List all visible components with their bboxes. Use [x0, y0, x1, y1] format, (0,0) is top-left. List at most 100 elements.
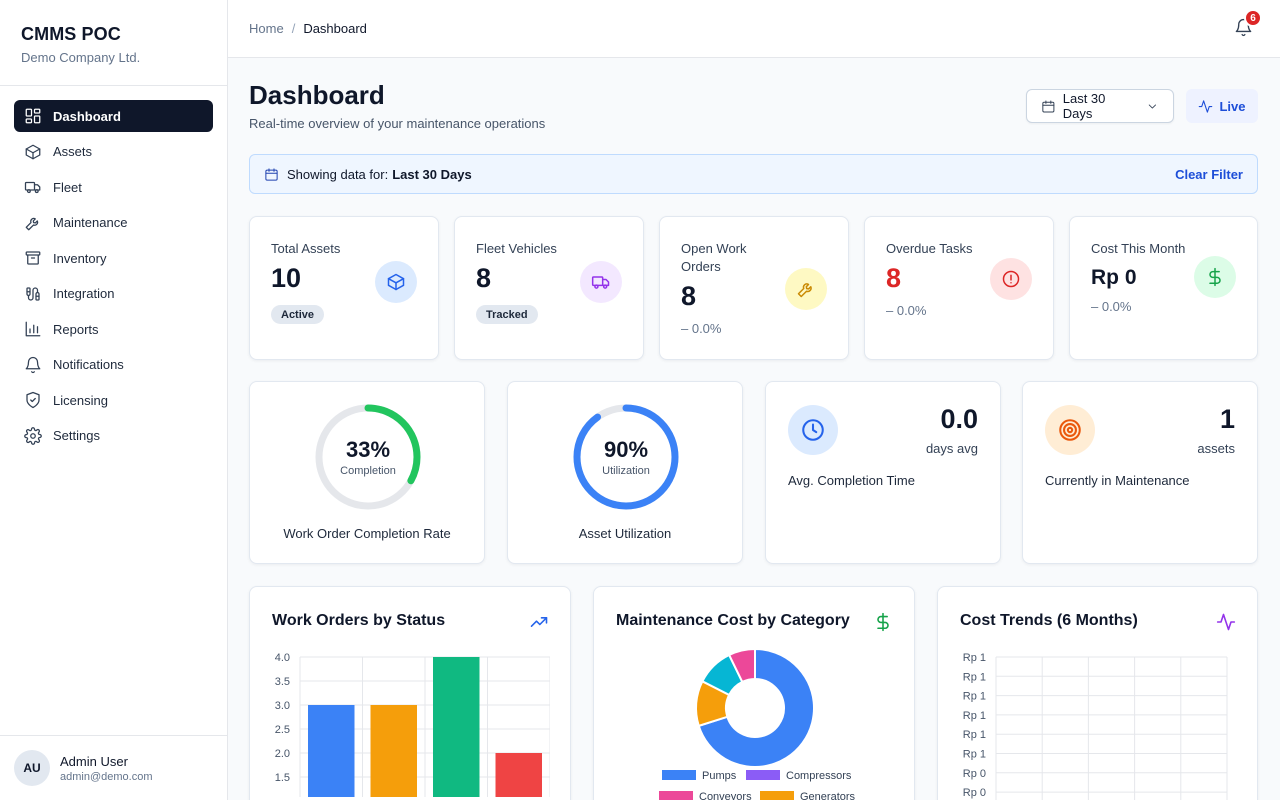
metric-caption: Currently in Maintenance — [1045, 473, 1190, 488]
stat-value: Rp 0 — [1091, 266, 1137, 289]
line-chart: Rp 1 Rp 1 Rp 1 Rp 1 Rp 1 Rp 1 Rp 0 Rp 0 — [963, 652, 1228, 800]
chart-title: Work Orders by Status — [272, 612, 446, 629]
legend-label: Conveyors — [699, 791, 752, 800]
stat-card-total-assets: Total Assets 10 Active — [249, 216, 439, 360]
y-tick-label: 2.5 — [275, 724, 290, 736]
notifications-button[interactable]: 6 — [1234, 9, 1262, 38]
stat-change: – 0.0% — [681, 321, 722, 336]
legend-label: Generators — [800, 791, 856, 800]
topbar: Home / Dashboard 6 — [228, 0, 1280, 58]
sidebar-item-licensing[interactable]: Licensing — [14, 384, 213, 416]
stat-value: 8 — [476, 263, 492, 293]
stat-change-value: 0.0% — [1101, 299, 1132, 314]
chart-action[interactable] — [1216, 612, 1236, 632]
stat-value: 8 — [681, 281, 697, 311]
sidebar-item-label: Fleet — [53, 179, 82, 195]
live-button[interactable]: Live — [1186, 89, 1258, 123]
brand: CMMS POC Demo Company Ltd. — [0, 0, 227, 86]
bar-chart-icon — [25, 321, 41, 337]
gear-icon — [24, 426, 42, 445]
stat-change: – 0.0% — [886, 303, 927, 318]
live-label: Live — [1219, 98, 1246, 114]
y-tick-label: 4.0 — [275, 652, 290, 664]
dollar-icon — [877, 612, 889, 632]
bar[interactable] — [370, 705, 418, 797]
y-tick-label: Rp 0 — [963, 787, 986, 799]
chart-action[interactable] — [873, 612, 893, 632]
y-tick-label: Rp 0 — [963, 768, 986, 780]
sidebar-item-notifications[interactable]: Notifications — [14, 349, 213, 381]
stat-icon-wrap — [375, 261, 417, 303]
sidebar-item-integration[interactable]: Integration — [14, 278, 213, 310]
sidebar-item-assets[interactable]: Assets — [14, 136, 213, 168]
legend-label: Pumps — [702, 770, 737, 782]
sidebar-item-label: Reports — [53, 321, 99, 337]
metric-icon-wrap — [788, 405, 838, 455]
sidebar-item-label: Notifications — [53, 357, 124, 372]
sidebar-item-maintenance[interactable]: Maintenance — [14, 207, 213, 239]
pie-slice[interactable] — [727, 647, 756, 684]
y-tick-label: 3.0 — [275, 700, 290, 712]
metric-icon-wrap — [1045, 405, 1095, 455]
bar-chart: 4.0 3.5 3.0 2.5 2.0 1.5 1.0 — [275, 652, 550, 797]
sidebar-item-label: Settings — [53, 428, 100, 443]
target-icon — [1059, 419, 1081, 441]
stat-change-value: 0.0% — [691, 321, 722, 336]
page-subtitle: Real-time overview of your maintenance o… — [249, 116, 546, 131]
y-tick-label: Rp 1 — [963, 652, 986, 664]
user-email: admin@demo.com — [60, 770, 153, 783]
wrench-icon — [797, 283, 812, 298]
ring-caption: Work Order Completion Rate — [283, 526, 451, 541]
stat-label: Total Assets — [271, 241, 341, 256]
user-profile[interactable]: AU Admin User admin@demo.com — [0, 735, 227, 800]
sidebar-item-label: Maintenance — [53, 215, 128, 230]
legend-swatch — [662, 770, 696, 780]
metric-caption: Avg. Completion Time — [788, 473, 915, 488]
stat-label: Open Work Orders — [681, 241, 747, 274]
truck-icon — [591, 276, 610, 289]
date-range-select[interactable]: Last 30 Days — [1026, 89, 1174, 123]
sidebar-item-reports[interactable]: Reports — [14, 313, 213, 345]
bar[interactable] — [308, 705, 355, 797]
chevron-down-icon — [1149, 103, 1157, 109]
stat-card-overdue-tasks: Overdue Tasks 8 – 0.0% — [864, 216, 1054, 360]
sidebar-item-settings[interactable]: Settings — [14, 420, 213, 452]
shield-icon — [26, 391, 40, 409]
y-tick-label: Rp 1 — [963, 749, 986, 761]
stat-card-fleet-vehicles: Fleet Vehicles 8 Tracked — [454, 216, 644, 360]
donut-chart: Pumps Compressors Conveyors Generators — [659, 647, 856, 800]
ring-progress-arc — [573, 404, 679, 510]
metric-unit: days avg — [925, 441, 978, 456]
dashboard-icon — [25, 108, 41, 124]
avg-completion-time-card: 0.0 days avg Avg. Completion Time — [765, 381, 1001, 564]
chart-title: Cost Trends (6 Months) — [960, 612, 1138, 629]
wrench-icon — [25, 217, 39, 230]
metric-value: 0.0 — [940, 404, 978, 434]
box-icon — [387, 273, 405, 291]
stat-card-cost-this-month: Cost This Month Rp 0 – 0.0% — [1069, 216, 1258, 360]
bar[interactable] — [495, 753, 543, 797]
breadcrumb-separator: / — [291, 21, 296, 36]
sidebar-item-fleet[interactable]: Fleet — [14, 171, 213, 203]
chart-action[interactable] — [529, 612, 549, 632]
cable-icon — [26, 286, 40, 301]
stat-card-open-work-orders: Open Work Orders 8 – 0.0% — [659, 216, 849, 360]
utilization-ring: 90% Utilization — [571, 402, 681, 512]
page-title: Dashboard — [249, 80, 385, 110]
pie-slice[interactable] — [697, 647, 815, 768]
activity-icon — [1216, 613, 1236, 631]
ring-progress-arc — [315, 404, 421, 510]
breadcrumb: Home / Dashboard — [249, 21, 367, 36]
sidebar-item-dashboard[interactable]: Dashboard — [14, 100, 213, 132]
stat-change-value: 0.0% — [896, 303, 927, 318]
dollar-icon — [1209, 267, 1221, 287]
ring-percent: 90% — [603, 437, 649, 462]
clear-filter-button[interactable]: Clear Filter — [1175, 166, 1243, 182]
bar[interactable] — [433, 657, 480, 797]
bell-icon — [25, 356, 41, 373]
breadcrumb-home[interactable]: Home — [249, 21, 284, 36]
avatar: AU — [14, 750, 50, 786]
metric-unit: assets — [1197, 441, 1235, 456]
sidebar-item-inventory[interactable]: Inventory — [14, 242, 213, 274]
asset-utilization-card: 90% Utilization Asset Utilization — [507, 381, 743, 564]
